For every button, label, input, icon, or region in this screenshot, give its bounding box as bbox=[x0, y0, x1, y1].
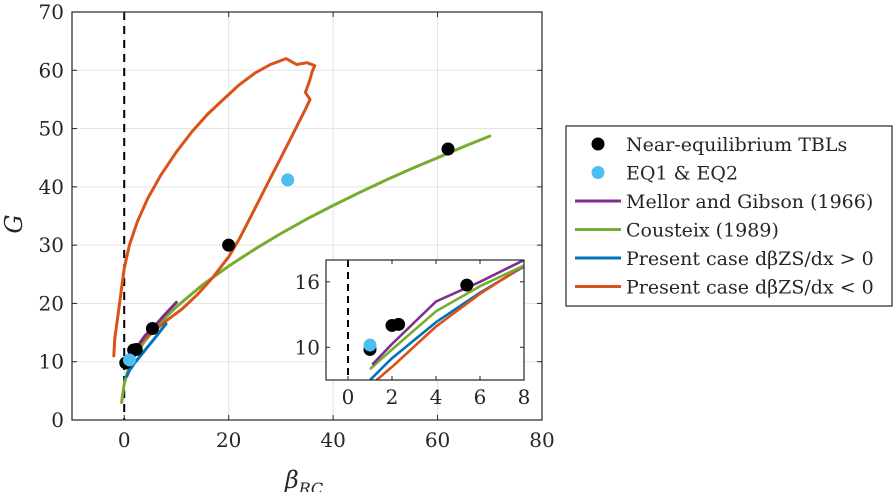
data-point-near-equilibrium-tbls bbox=[129, 342, 143, 356]
y-tick-label: 10 bbox=[39, 350, 64, 374]
inset-series-line-cousteix-1989 bbox=[369, 264, 524, 371]
y-tick-label: 40 bbox=[39, 175, 64, 199]
data-point-eq1-eq2 bbox=[122, 353, 136, 367]
inset-x-tick-label: 8 bbox=[518, 385, 531, 409]
y-tick-label: 0 bbox=[51, 408, 64, 432]
legend-label: Near-equilibrium TBLs bbox=[626, 134, 847, 156]
y-tick-label: 20 bbox=[39, 291, 64, 315]
y-tick-label: 50 bbox=[39, 117, 64, 141]
data-point-near-equilibrium-tbls bbox=[145, 321, 159, 335]
data-point-near-equilibrium-tbls bbox=[441, 142, 455, 156]
legend-label: EQ1 & EQ2 bbox=[626, 163, 738, 185]
x-tick-label: 60 bbox=[425, 428, 450, 452]
main-plot-frame bbox=[71, 11, 543, 421]
inset-y-tick-label: 16 bbox=[295, 270, 320, 294]
legend-label: Present case dβZS/dx > 0 bbox=[626, 248, 874, 270]
inset-series-line-mellor-and-gibson-1966 bbox=[371, 260, 524, 366]
inset-series-line-present-case-d-zs-dx-0 bbox=[375, 264, 524, 380]
inset-series bbox=[347, 260, 524, 380]
inset-y-tick-label: 10 bbox=[295, 335, 320, 359]
inset-x-tick-label: 4 bbox=[430, 385, 443, 409]
series-line-present-case-d-zs-dx-0 bbox=[112, 57, 317, 358]
y-tick-label: 30 bbox=[39, 233, 64, 257]
inset-data-point-near-equilibrium-tbls bbox=[392, 317, 406, 331]
y-tick-label: 70 bbox=[39, 0, 64, 24]
inset-plot-frame bbox=[325, 259, 525, 381]
legend-box bbox=[565, 125, 893, 307]
x-tick-label: 20 bbox=[216, 428, 241, 452]
legend-marker-eq1-eq2 bbox=[591, 166, 605, 179]
data-point-eq1-eq2 bbox=[281, 173, 295, 187]
inset-data-point-eq1-eq2 bbox=[363, 338, 377, 352]
main-series bbox=[112, 12, 492, 420]
x-axis-label: βRC bbox=[284, 466, 323, 492]
y-tick-label: 60 bbox=[39, 58, 64, 82]
data-point-near-equilibrium-tbls bbox=[222, 238, 236, 252]
x-tick-label: 40 bbox=[320, 428, 345, 452]
inset-tick-labels: 0 2 4 6 8 10 16 bbox=[295, 270, 531, 409]
inset-x-tick-label: 2 bbox=[386, 385, 399, 409]
inset-chart: 0 2 4 6 8 10 16 bbox=[295, 259, 531, 409]
legend-label: Cousteix (1989) bbox=[626, 220, 779, 242]
inset-x-tick-label: 6 bbox=[474, 385, 487, 409]
legend-label: Present case dβZS/dx < 0 bbox=[626, 277, 874, 299]
inset-data-point-near-equilibrium-tbls bbox=[460, 278, 474, 292]
series-line-present-case-d-zs-dx-0 bbox=[125, 322, 168, 378]
main-axes bbox=[71, 11, 543, 421]
inset-axes bbox=[325, 259, 525, 381]
inset-x-tick-label: 0 bbox=[342, 385, 355, 409]
legend: Near-equilibrium TBLs EQ1 & EQ2 Mellor and… bbox=[565, 125, 893, 307]
y-axis-label: G bbox=[0, 214, 28, 233]
x-tick-label: 0 bbox=[118, 428, 131, 452]
legend-marker-near-equilibrium-tbls bbox=[591, 137, 605, 151]
x-tick-label: 80 bbox=[529, 428, 554, 452]
legend-label: Mellor and Gibson (1966) bbox=[626, 191, 873, 213]
